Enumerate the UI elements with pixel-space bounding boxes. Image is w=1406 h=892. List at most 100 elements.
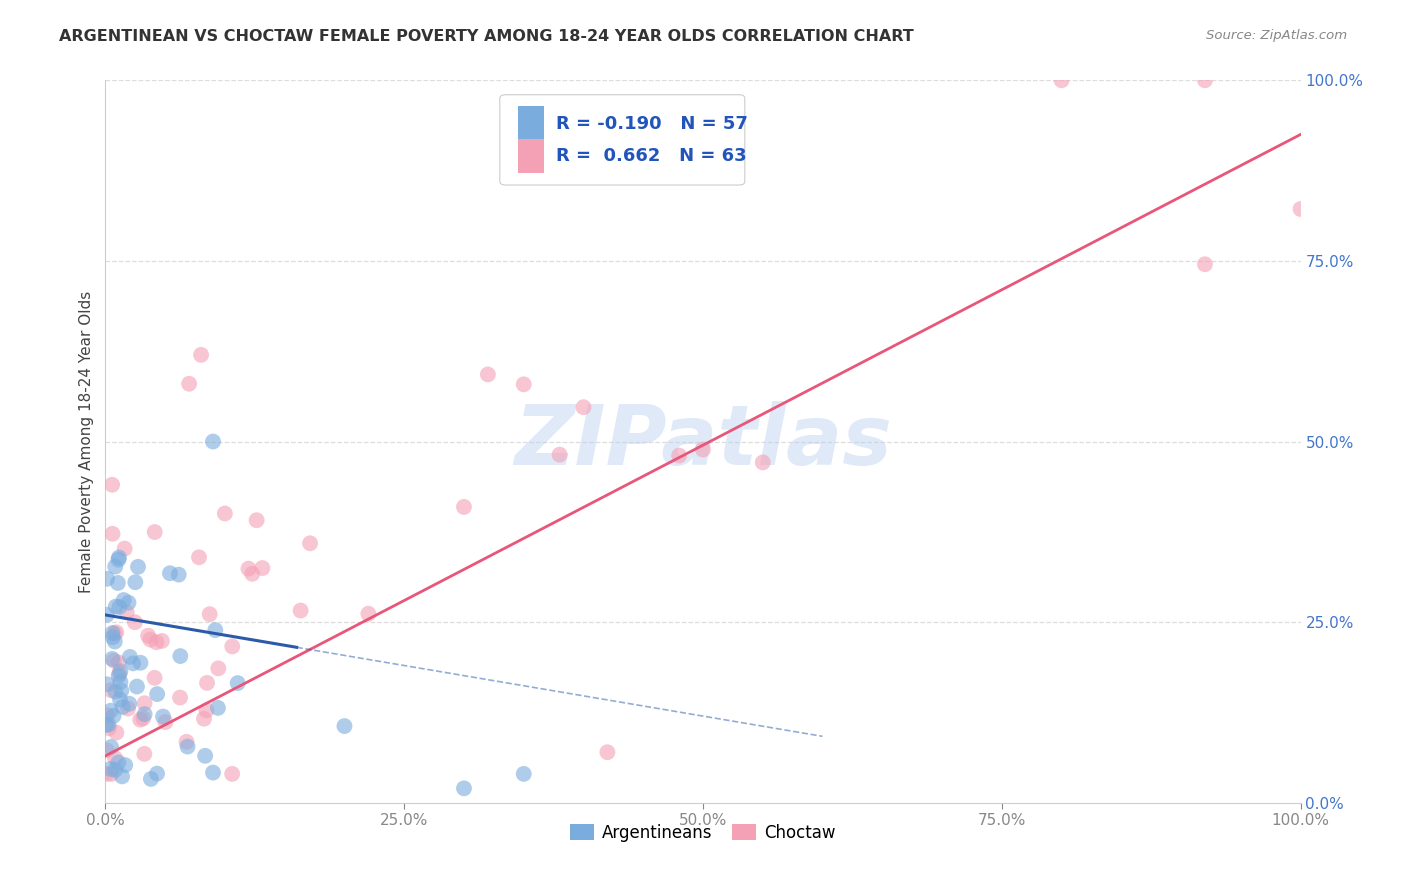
Point — [134, 707, 156, 722]
Point — [207, 701, 229, 715]
Point — [101, 652, 124, 666]
Point — [221, 640, 243, 654]
Point — [453, 781, 475, 796]
Point — [101, 630, 124, 644]
Point — [152, 709, 174, 723]
Point — [108, 656, 131, 670]
Point — [198, 607, 221, 622]
Point — [195, 703, 218, 717]
Point — [150, 634, 173, 648]
Point — [207, 661, 229, 675]
Point — [117, 596, 139, 610]
Point — [110, 683, 132, 698]
Point — [104, 559, 127, 574]
Point — [104, 626, 127, 640]
Point — [107, 576, 129, 591]
Point — [177, 376, 201, 391]
Point — [104, 599, 127, 614]
Point — [572, 401, 595, 415]
Point — [103, 709, 125, 723]
Point — [333, 719, 356, 733]
Point — [101, 526, 124, 541]
Point — [96, 767, 118, 781]
Point — [176, 735, 198, 749]
Point — [107, 552, 129, 566]
Point — [122, 657, 145, 671]
Point — [97, 717, 120, 731]
Point — [195, 676, 218, 690]
Point — [193, 712, 215, 726]
Point — [127, 559, 149, 574]
Point — [139, 772, 162, 786]
FancyBboxPatch shape — [501, 95, 745, 185]
Legend: Argentineans, Choctaw: Argentineans, Choctaw — [564, 817, 842, 848]
Point — [513, 377, 536, 392]
Point — [477, 368, 499, 382]
Point — [125, 680, 148, 694]
Point — [114, 541, 136, 556]
Point — [129, 713, 152, 727]
Point — [96, 572, 118, 586]
Point — [129, 656, 152, 670]
Point — [118, 649, 141, 664]
Point — [111, 700, 134, 714]
Point — [204, 623, 226, 637]
Point — [96, 708, 118, 723]
Point — [134, 696, 156, 710]
Point — [105, 625, 128, 640]
Point — [107, 756, 129, 770]
Point — [108, 550, 131, 565]
Point — [101, 626, 124, 640]
Point — [96, 677, 118, 691]
Point — [118, 697, 141, 711]
Point — [238, 562, 260, 576]
Point — [299, 536, 322, 550]
Point — [1194, 257, 1216, 271]
Point — [226, 676, 249, 690]
Point — [104, 751, 127, 765]
Point — [246, 513, 269, 527]
Point — [751, 455, 773, 469]
Point — [104, 684, 127, 698]
Point — [596, 745, 619, 759]
Point — [290, 603, 312, 617]
Point — [668, 449, 690, 463]
Point — [145, 635, 167, 649]
Point — [176, 739, 198, 754]
Point — [692, 442, 714, 457]
Point — [100, 762, 122, 776]
Text: R =  0.662   N = 63: R = 0.662 N = 63 — [555, 147, 747, 165]
Point — [169, 690, 191, 705]
Point — [453, 500, 475, 514]
Point — [194, 748, 217, 763]
Point — [548, 448, 571, 462]
Point — [96, 743, 118, 757]
Point — [100, 767, 122, 781]
Point — [111, 769, 134, 783]
Point — [1050, 73, 1073, 87]
Point — [214, 507, 236, 521]
Point — [104, 634, 127, 648]
Text: R = -0.190   N = 57: R = -0.190 N = 57 — [555, 115, 748, 133]
Point — [107, 669, 129, 683]
Point — [94, 718, 117, 732]
Point — [252, 561, 274, 575]
Text: Source: ZipAtlas.com: Source: ZipAtlas.com — [1206, 29, 1347, 42]
Point — [110, 675, 132, 690]
Point — [159, 566, 181, 581]
Point — [104, 763, 127, 777]
Point — [100, 704, 122, 718]
Point — [169, 649, 191, 664]
Point — [105, 725, 128, 739]
Point — [103, 654, 125, 668]
Point — [132, 711, 155, 725]
Point — [112, 593, 135, 607]
Point — [221, 767, 243, 781]
Point — [188, 550, 211, 565]
Point — [110, 665, 132, 679]
FancyBboxPatch shape — [517, 139, 544, 173]
Point — [155, 715, 177, 730]
Point — [202, 434, 225, 449]
Point — [101, 477, 124, 491]
Point — [136, 629, 159, 643]
